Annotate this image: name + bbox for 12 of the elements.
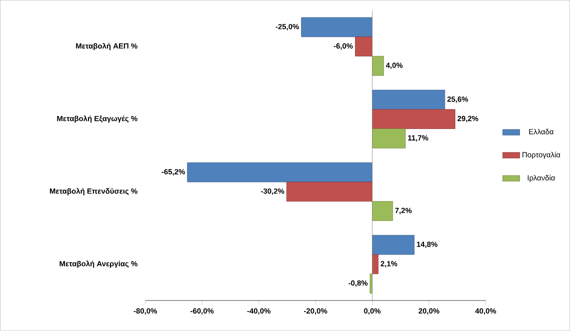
bar (372, 56, 384, 76)
bar (372, 109, 456, 130)
bar (372, 201, 393, 222)
bar (286, 182, 372, 202)
bar (372, 90, 446, 110)
bar (355, 36, 372, 57)
bar (372, 254, 378, 274)
bar (372, 235, 414, 255)
bar (372, 128, 406, 148)
bar (187, 162, 372, 182)
bar (301, 17, 372, 38)
bar (370, 274, 372, 294)
